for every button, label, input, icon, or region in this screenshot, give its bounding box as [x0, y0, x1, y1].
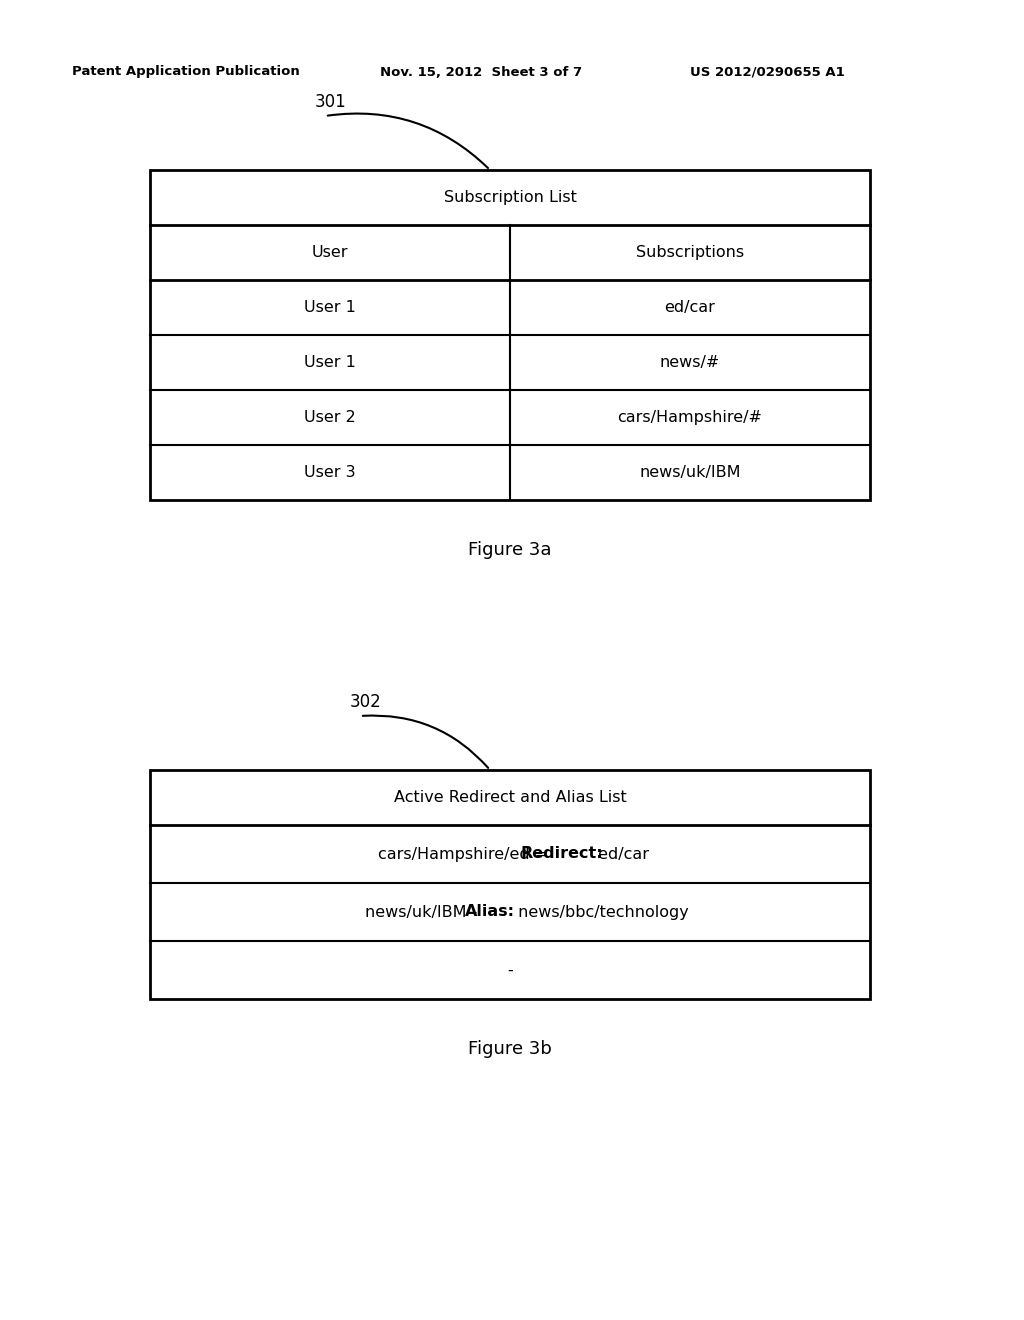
Text: Patent Application Publication: Patent Application Publication [72, 66, 300, 78]
Text: 301: 301 [315, 92, 347, 111]
Text: Figure 3a: Figure 3a [468, 541, 552, 558]
Bar [150, 170, 870, 500]
Text: Active Redirect and Alias List: Active Redirect and Alias List [393, 789, 627, 805]
Text: Redirect:: Redirect: [520, 846, 603, 862]
Text: US 2012/0290655 A1: US 2012/0290655 A1 [690, 66, 845, 78]
Text: ed/car: ed/car [593, 846, 648, 862]
Bar [150, 770, 870, 999]
Text: news/bbc/technology: news/bbc/technology [513, 904, 688, 920]
Text: User 3: User 3 [304, 465, 355, 480]
Text: cars/Hampshire/ed =: cars/Hampshire/ed = [378, 846, 553, 862]
Text: news/uk/IBM -: news/uk/IBM - [365, 904, 482, 920]
Text: ed/car: ed/car [665, 300, 716, 315]
Text: Figure 3b: Figure 3b [468, 1040, 552, 1059]
Text: 302: 302 [350, 693, 382, 711]
Text: -: - [507, 962, 513, 978]
Text: Alias:: Alias: [465, 904, 514, 920]
Text: Subscriptions: Subscriptions [636, 246, 744, 260]
Text: cars/Hampshire/#: cars/Hampshire/# [617, 411, 763, 425]
Text: User 2: User 2 [304, 411, 356, 425]
Text: Subscription List: Subscription List [443, 190, 577, 205]
Text: news/#: news/# [659, 355, 720, 370]
Text: news/uk/IBM: news/uk/IBM [639, 465, 740, 480]
Text: Nov. 15, 2012  Sheet 3 of 7: Nov. 15, 2012 Sheet 3 of 7 [380, 66, 582, 78]
Text: User: User [311, 246, 348, 260]
Text: User 1: User 1 [304, 300, 356, 315]
Text: User 1: User 1 [304, 355, 356, 370]
